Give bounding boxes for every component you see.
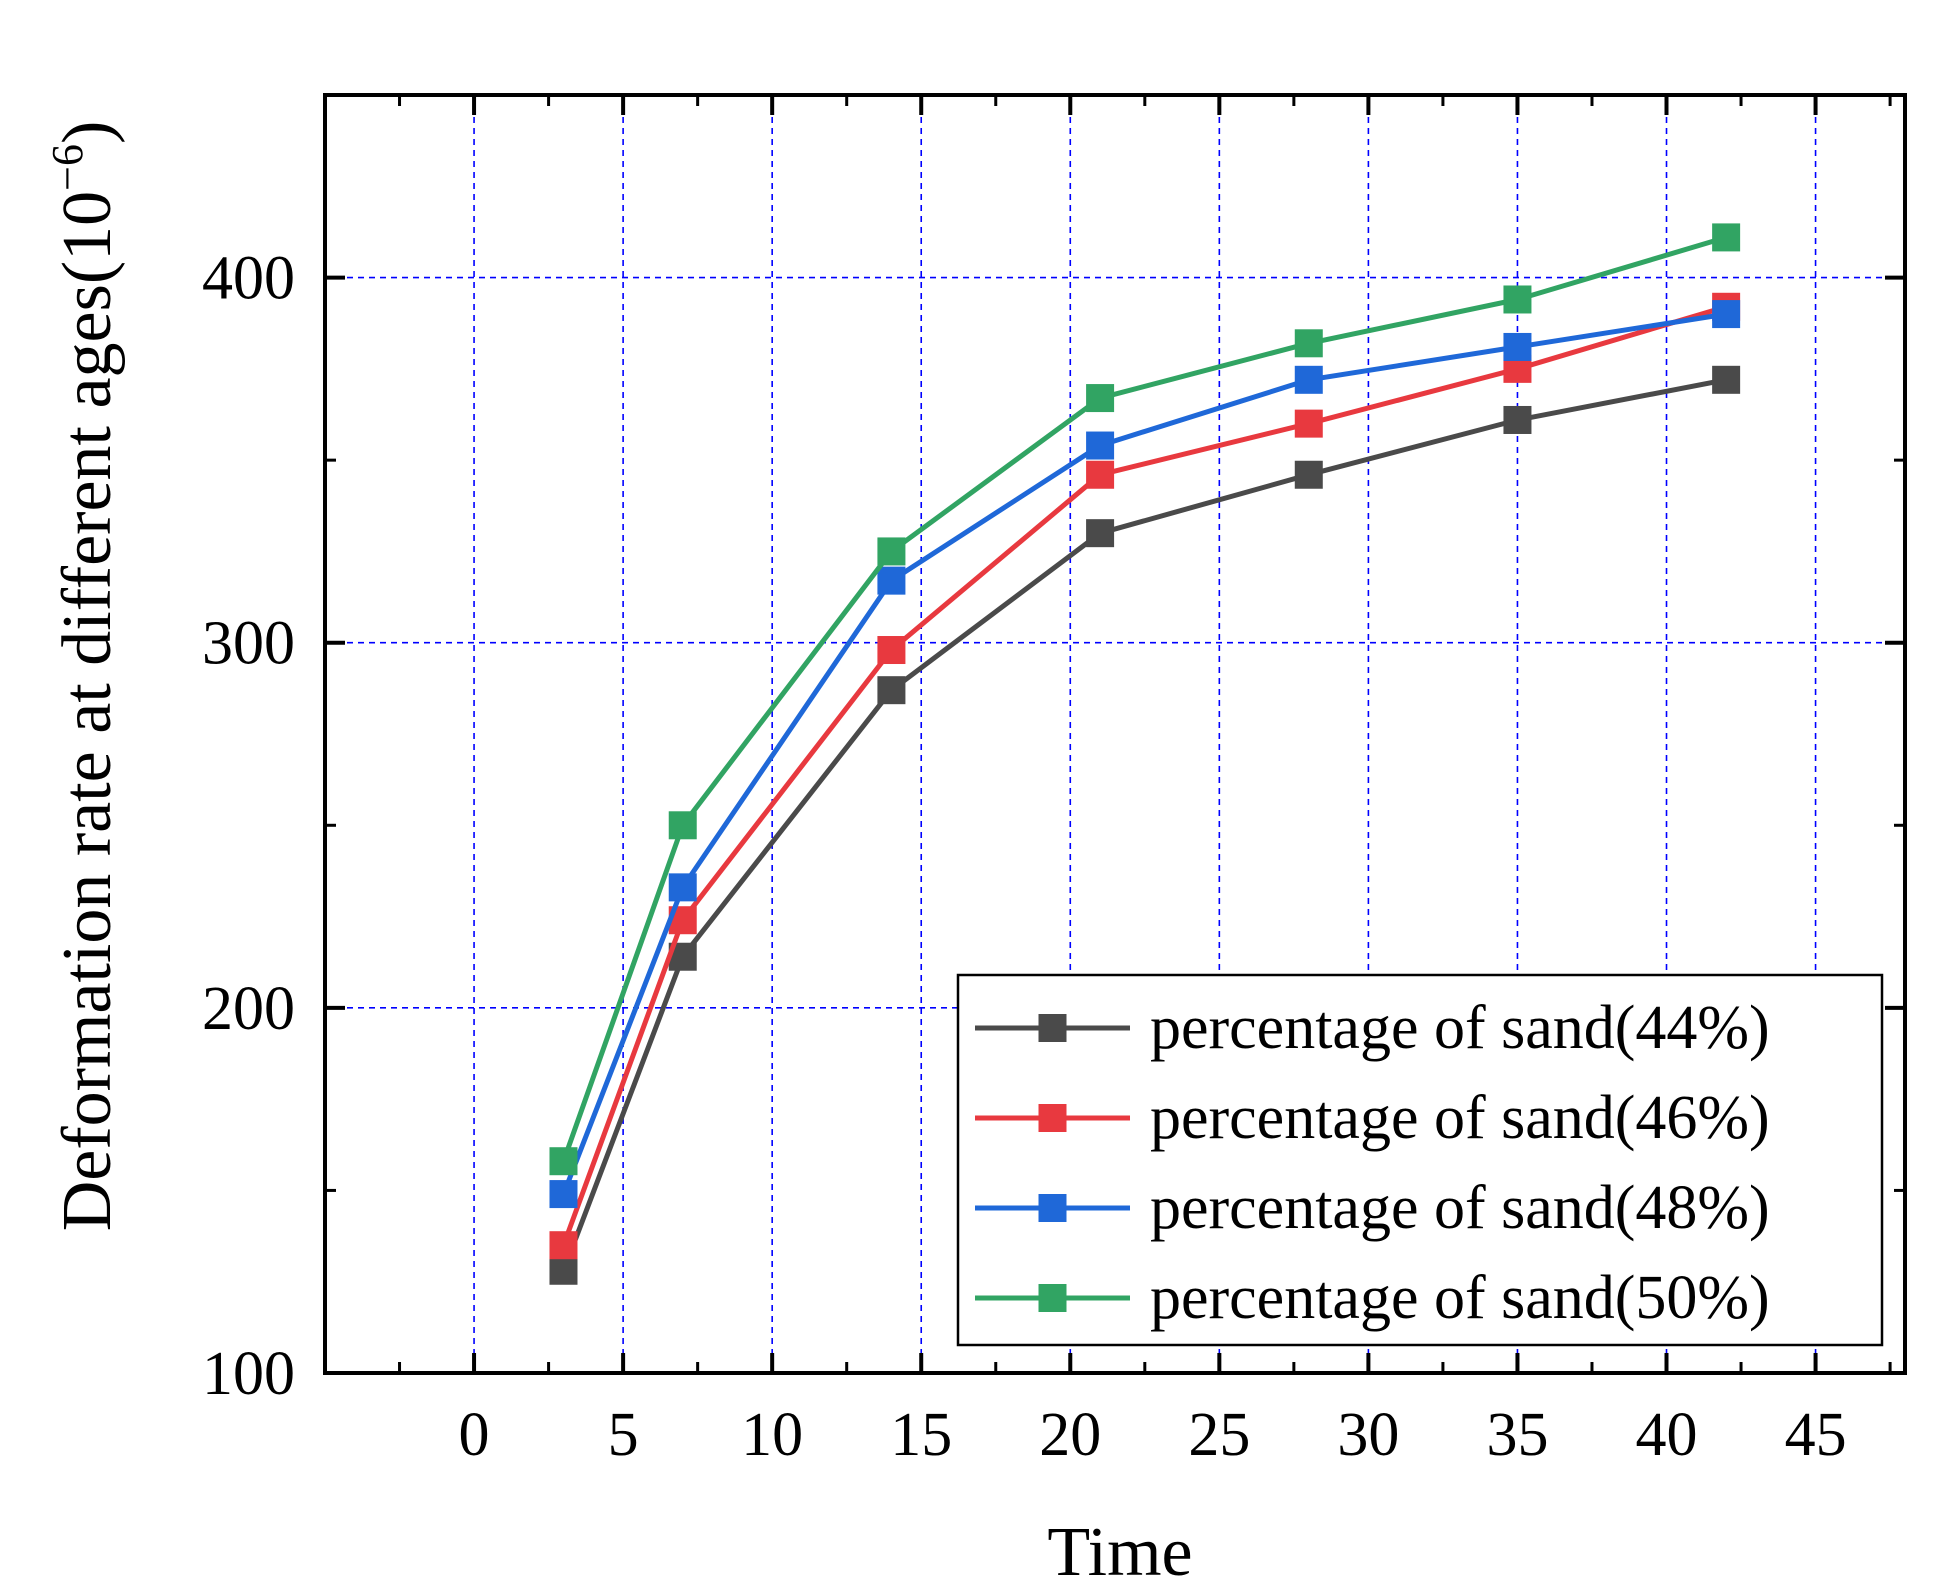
legend-entry: percentage of sand(46%) — [975, 1084, 1770, 1152]
data-point — [877, 636, 906, 665]
y-tick-label: 400 — [202, 245, 295, 313]
x-tick-label: 15 — [890, 1401, 952, 1469]
series-group — [549, 223, 1741, 1285]
plot-frame — [323, 93, 1907, 1375]
series-3 — [549, 300, 1741, 1209]
series-1 — [549, 365, 1741, 1285]
data-point — [1086, 384, 1115, 413]
x-tick-label: 10 — [741, 1401, 803, 1469]
y-axis-title-main: Deformation rate at different ages(10 — [49, 191, 126, 1231]
legend-label: percentage of sand(46%) — [1150, 1084, 1770, 1152]
y-tick-label: 300 — [202, 610, 295, 678]
data-point — [1712, 365, 1741, 394]
data-point — [1503, 332, 1532, 361]
data-point — [1503, 285, 1532, 314]
y-axis-title-close: ) — [49, 121, 126, 144]
data-point — [1712, 223, 1741, 252]
data-point — [1086, 460, 1115, 489]
data-point — [1086, 519, 1115, 548]
y-tick-label: 100 — [202, 1340, 295, 1408]
x-tick-label: 5 — [608, 1401, 639, 1469]
legend-entry: percentage of sand(48%) — [975, 1174, 1770, 1242]
grid — [325, 95, 1905, 1373]
tick-labels: 0 5 10 15 20 25 30 35 40 45 100 200 300 400 — [202, 245, 1847, 1469]
legend-label: percentage of sand(50%) — [1150, 1264, 1770, 1332]
data-point — [549, 1231, 578, 1260]
data-point — [877, 676, 906, 705]
data-point — [549, 1256, 578, 1285]
y-axis-title-exponent: −6 — [43, 144, 92, 191]
data-point — [668, 873, 697, 902]
data-point — [1294, 409, 1323, 438]
x-tick-label: 0 — [459, 1401, 490, 1469]
data-point — [1294, 460, 1323, 489]
y-axis-title: Deformation rate at different ages(10−6) — [43, 121, 126, 1232]
x-tick-label: 45 — [1785, 1401, 1847, 1469]
series-4 — [549, 223, 1741, 1176]
data-point — [877, 537, 906, 566]
data-point — [1503, 405, 1532, 434]
data-point — [1294, 329, 1323, 358]
x-tick-label: 25 — [1188, 1401, 1250, 1469]
legend-box — [956, 973, 1884, 1347]
data-point — [668, 811, 697, 840]
x-tick-label: 20 — [1039, 1401, 1101, 1469]
legend-marker — [1038, 1104, 1067, 1132]
legend-marker — [1038, 1284, 1067, 1312]
data-point — [1294, 365, 1323, 394]
data-point — [549, 1147, 578, 1176]
y-tick-label: 200 — [202, 975, 295, 1043]
legend-marker — [1038, 1014, 1067, 1042]
legend-label: percentage of sand(48%) — [1150, 1174, 1770, 1242]
legend-label: percentage of sand(44%) — [1150, 994, 1770, 1062]
legend: percentage of sand(44%) percentage of san… — [956, 973, 1884, 1347]
legend-entry: percentage of sand(50%) — [975, 1264, 1770, 1332]
x-tick-label: 40 — [1636, 1401, 1698, 1469]
data-point — [877, 566, 906, 595]
legend-marker — [1038, 1194, 1067, 1222]
x-tick-label: 35 — [1486, 1401, 1548, 1469]
x-axis-title: Time — [1047, 1514, 1192, 1591]
data-point — [1712, 300, 1741, 329]
legend-entry: percentage of sand(44%) — [975, 994, 1770, 1062]
data-point — [549, 1180, 578, 1209]
x-tick-label: 30 — [1337, 1401, 1399, 1469]
data-point — [1086, 431, 1115, 460]
